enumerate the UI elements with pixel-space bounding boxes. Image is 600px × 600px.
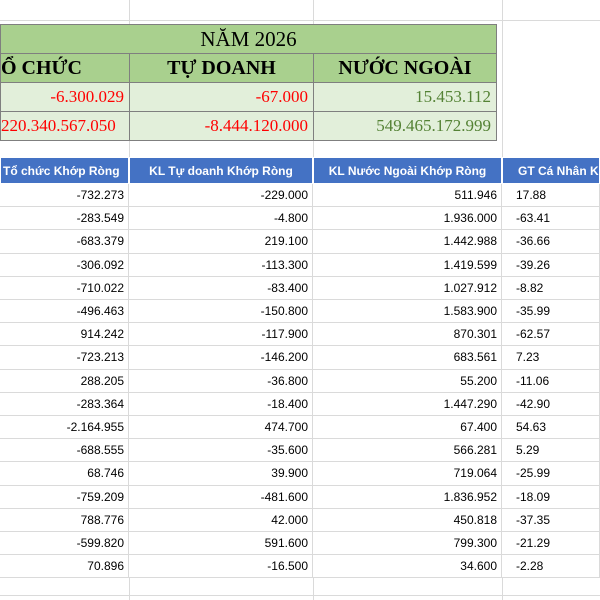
cell-nuoc-ngoai[interactable]: 566.281 bbox=[313, 439, 502, 463]
cell-nuoc-ngoai[interactable]: 683.561 bbox=[313, 346, 502, 370]
cell-ca-nhan[interactable]: -8.82 bbox=[502, 276, 600, 300]
cell-ca-nhan[interactable]: -42.90 bbox=[502, 392, 600, 416]
summary-to-chuc-value-2[interactable]: 220.340.567.050 bbox=[0, 111, 130, 141]
gridline-horizontal bbox=[0, 20, 600, 21]
cell-to-chuc[interactable]: -496.463 bbox=[0, 300, 129, 324]
cell-ca-nhan[interactable]: -21.29 bbox=[502, 532, 600, 556]
cell-to-chuc[interactable]: 68.746 bbox=[0, 462, 129, 486]
cell-to-chuc[interactable]: 288.205 bbox=[0, 369, 129, 393]
cell-nuoc-ngoai[interactable]: 511.946 bbox=[313, 184, 502, 208]
cell-to-chuc[interactable]: -2.164.955 bbox=[0, 416, 129, 440]
cell-ca-nhan[interactable]: -11.06 bbox=[502, 369, 600, 393]
cell-to-chuc[interactable]: 788.776 bbox=[0, 508, 129, 532]
gridline-horizontal bbox=[0, 595, 600, 596]
cell-to-chuc[interactable]: -759.209 bbox=[0, 485, 129, 509]
cell-to-chuc[interactable]: -683.379 bbox=[0, 230, 129, 254]
cell-ca-nhan[interactable]: -62.57 bbox=[502, 323, 600, 347]
cell-ca-nhan[interactable]: -63.41 bbox=[502, 207, 600, 231]
summary-tu-doanh-value-2[interactable]: -8.444.120.000 bbox=[129, 111, 314, 141]
cell-nuoc-ngoai[interactable]: 1.419.599 bbox=[313, 253, 502, 277]
cell-nuoc-ngoai[interactable]: 719.064 bbox=[313, 462, 502, 486]
cell-nuoc-ngoai[interactable]: 450.818 bbox=[313, 508, 502, 532]
cell-tu-doanh[interactable]: 42.000 bbox=[129, 508, 313, 532]
summary-header-to-chuc[interactable]: Ổ CHỨC bbox=[0, 53, 130, 83]
cell-nuoc-ngoai[interactable]: 67.400 bbox=[313, 416, 502, 440]
cell-tu-doanh[interactable]: -18.400 bbox=[129, 392, 313, 416]
cell-ca-nhan[interactable]: -35.99 bbox=[502, 300, 600, 324]
cell-to-chuc[interactable]: -283.364 bbox=[0, 392, 129, 416]
cell-tu-doanh[interactable]: -113.300 bbox=[129, 253, 313, 277]
cell-nuoc-ngoai[interactable]: 1.836.952 bbox=[313, 485, 502, 509]
cell-to-chuc[interactable]: -306.092 bbox=[0, 253, 129, 277]
cell-ca-nhan[interactable]: -2.28 bbox=[502, 555, 600, 579]
table-header-nuoc-ngoai[interactable]: KL Nước Ngoài Khớp Ròng bbox=[313, 157, 502, 184]
cell-tu-doanh[interactable]: 474.700 bbox=[129, 416, 313, 440]
cell-to-chuc[interactable]: -688.555 bbox=[0, 439, 129, 463]
cell-ca-nhan[interactable]: 17.88 bbox=[502, 184, 600, 208]
cell-tu-doanh[interactable]: -83.400 bbox=[129, 276, 313, 300]
cell-to-chuc[interactable]: 914.242 bbox=[0, 323, 129, 347]
summary-to-chuc-value-1[interactable]: -6.300.029 bbox=[0, 82, 130, 112]
cell-to-chuc[interactable]: -723.213 bbox=[0, 346, 129, 370]
summary-nuoc-ngoai-value-1[interactable]: 15.453.112 bbox=[313, 82, 497, 112]
cell-tu-doanh[interactable]: -146.200 bbox=[129, 346, 313, 370]
cell-tu-doanh[interactable]: -481.600 bbox=[129, 485, 313, 509]
cell-to-chuc[interactable]: -599.820 bbox=[0, 532, 129, 556]
summary-nuoc-ngoai-value-2[interactable]: 549.465.172.999 bbox=[313, 111, 497, 141]
cell-tu-doanh[interactable]: -4.800 bbox=[129, 207, 313, 231]
cell-ca-nhan[interactable]: -25.99 bbox=[502, 462, 600, 486]
summary-header-tu-doanh[interactable]: TỰ DOANH bbox=[129, 53, 314, 83]
summary-title[interactable]: NĂM 2026 bbox=[0, 24, 497, 54]
cell-tu-doanh[interactable]: 219.100 bbox=[129, 230, 313, 254]
cell-to-chuc[interactable]: -732.273 bbox=[0, 184, 129, 208]
cell-to-chuc[interactable]: -710.022 bbox=[0, 276, 129, 300]
cell-tu-doanh[interactable]: -35.600 bbox=[129, 439, 313, 463]
cell-to-chuc[interactable]: -283.549 bbox=[0, 207, 129, 231]
summary-header-nuoc-ngoai[interactable]: NƯỚC NGOÀI bbox=[313, 53, 497, 83]
cell-ca-nhan[interactable]: -39.26 bbox=[502, 253, 600, 277]
cell-tu-doanh[interactable]: 39.900 bbox=[129, 462, 313, 486]
cell-nuoc-ngoai[interactable]: 1.936.000 bbox=[313, 207, 502, 231]
cell-ca-nhan[interactable]: -37.35 bbox=[502, 508, 600, 532]
cell-nuoc-ngoai[interactable]: 55.200 bbox=[313, 369, 502, 393]
table-header-tu-doanh[interactable]: KL Tự doanh Khớp Ròng bbox=[129, 157, 313, 184]
cell-nuoc-ngoai[interactable]: 1.447.290 bbox=[313, 392, 502, 416]
cell-nuoc-ngoai[interactable]: 799.300 bbox=[313, 532, 502, 556]
cell-ca-nhan[interactable]: -36.66 bbox=[502, 230, 600, 254]
cell-ca-nhan[interactable]: -18.09 bbox=[502, 485, 600, 509]
cell-nuoc-ngoai[interactable]: 1.583.900 bbox=[313, 300, 502, 324]
cell-ca-nhan[interactable]: 7.23 bbox=[502, 346, 600, 370]
cell-nuoc-ngoai[interactable]: 1.442.988 bbox=[313, 230, 502, 254]
cell-to-chuc[interactable]: 70.896 bbox=[0, 555, 129, 579]
table-header-ca-nhan[interactable]: GT Cá Nhân K bbox=[502, 157, 600, 184]
cell-tu-doanh[interactable]: -117.900 bbox=[129, 323, 313, 347]
cell-tu-doanh[interactable]: 591.600 bbox=[129, 532, 313, 556]
cell-ca-nhan[interactable]: 5.29 bbox=[502, 439, 600, 463]
cell-nuoc-ngoai[interactable]: 34.600 bbox=[313, 555, 502, 579]
cell-nuoc-ngoai[interactable]: 1.027.912 bbox=[313, 276, 502, 300]
summary-tu-doanh-value-1[interactable]: -67.000 bbox=[129, 82, 314, 112]
cell-ca-nhan[interactable]: 54.63 bbox=[502, 416, 600, 440]
cell-nuoc-ngoai[interactable]: 870.301 bbox=[313, 323, 502, 347]
cell-tu-doanh[interactable]: -36.800 bbox=[129, 369, 313, 393]
cell-tu-doanh[interactable]: -229.000 bbox=[129, 184, 313, 208]
table-header-to-chuc[interactable]: Tổ chức Khớp Ròng bbox=[0, 157, 129, 184]
cell-tu-doanh[interactable]: -16.500 bbox=[129, 555, 313, 579]
cell-tu-doanh[interactable]: -150.800 bbox=[129, 300, 313, 324]
